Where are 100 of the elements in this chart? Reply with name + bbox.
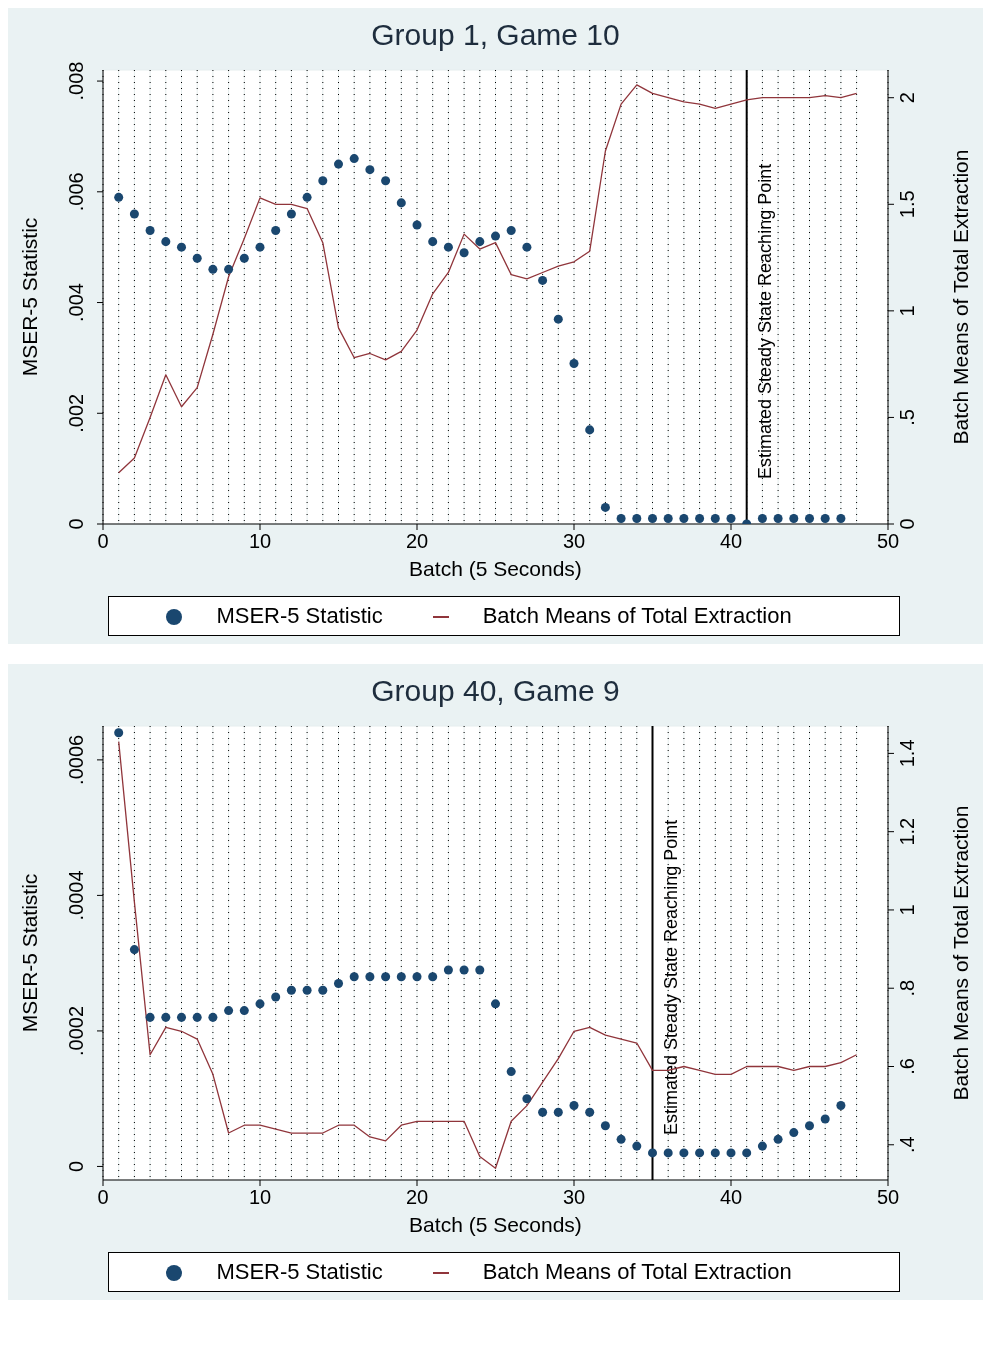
point [490, 231, 501, 241]
x-tick-label: 30 [562, 1186, 586, 1208]
y-tick-label: .0006 [65, 734, 87, 785]
point [600, 1121, 610, 1131]
point [522, 1094, 532, 1104]
point [381, 972, 391, 982]
y-tick-label: .008 [65, 61, 87, 101]
point [490, 999, 501, 1009]
point [616, 513, 626, 523]
point [647, 1148, 658, 1158]
point [585, 425, 595, 435]
y2-tick-label: 1 [896, 904, 918, 916]
point [538, 1107, 548, 1117]
point [224, 1006, 234, 1016]
point [757, 513, 767, 523]
point [428, 972, 438, 982]
point [820, 513, 830, 523]
point [255, 242, 265, 252]
point [695, 513, 705, 523]
point [836, 513, 846, 523]
point [569, 358, 579, 368]
point [647, 513, 658, 523]
ref-line-label: Estimated Steady State Reaching Point [754, 163, 775, 479]
point [836, 1100, 846, 1110]
point [726, 1148, 736, 1158]
x-tick-label: 40 [719, 1186, 743, 1208]
point [663, 513, 673, 523]
point [412, 972, 422, 982]
x-axis-title: Batch (5 Seconds) [409, 1213, 582, 1236]
legend-label: MSER-5 Statistic [216, 1259, 383, 1284]
x-tick-label: 10 [248, 530, 272, 552]
point [679, 1148, 689, 1158]
point [255, 999, 265, 1009]
point [224, 264, 234, 274]
point [396, 972, 406, 982]
point [365, 165, 375, 175]
point [459, 965, 469, 975]
legend-label: MSER-5 Statistic [216, 603, 383, 628]
y-tick-label: .002 [65, 393, 87, 433]
y2-tick-label: 2 [896, 92, 918, 104]
y2-tick-label: .5 [896, 409, 918, 426]
y2-tick-label: 1.2 [896, 817, 918, 846]
x-tick-label: 20 [405, 1186, 429, 1208]
point [381, 176, 391, 186]
x-tick-label: 10 [248, 1186, 272, 1208]
point [412, 220, 422, 230]
x-axis-title: Batch (5 Seconds) [409, 557, 582, 580]
point [176, 1012, 187, 1022]
y-tick-label: .0004 [65, 870, 87, 921]
point [757, 1141, 767, 1151]
x-tick-label: 40 [719, 530, 743, 552]
point [286, 985, 296, 995]
point [129, 209, 139, 219]
point [349, 154, 359, 164]
point [161, 237, 171, 247]
point [443, 242, 453, 252]
point [553, 1107, 563, 1117]
point [239, 1006, 249, 1016]
legend-label: Batch Means of Total Extraction [482, 1259, 792, 1284]
point [585, 1107, 595, 1117]
point [176, 242, 187, 252]
point [820, 1114, 830, 1124]
y2-tick-label: 1.4 [896, 739, 918, 768]
y2-axis-title: Batch Means of Total Extraction [949, 805, 973, 1101]
point [192, 1012, 202, 1022]
point [600, 502, 610, 512]
point [632, 1141, 642, 1151]
point [569, 1100, 579, 1110]
point [271, 226, 281, 236]
point [302, 985, 312, 995]
y2-tick-label: .6 [896, 1058, 918, 1075]
y2-tick-label: 1.5 [896, 190, 918, 219]
y-tick-label: 0 [65, 518, 87, 530]
y-axis-title: MSER-5 Statistic [18, 217, 42, 377]
point [318, 176, 328, 186]
point [318, 985, 328, 995]
point [333, 159, 344, 169]
point [632, 513, 642, 523]
y-tick-label: .0002 [65, 1005, 87, 1056]
point [192, 253, 202, 263]
point [129, 945, 139, 955]
ref-line-label: Estimated Steady State Reaching Point [660, 819, 681, 1135]
point [506, 226, 516, 236]
point [302, 192, 312, 202]
point [710, 1148, 720, 1158]
point [208, 1012, 218, 1022]
point [239, 253, 249, 263]
y-tick-label: .006 [65, 172, 87, 212]
point [679, 513, 689, 523]
point [538, 275, 548, 285]
point [789, 1128, 799, 1138]
point [663, 1148, 673, 1158]
point [114, 192, 124, 202]
x-tick-label: 30 [562, 530, 586, 552]
y2-tick-label: 0 [896, 518, 918, 530]
point [553, 314, 563, 324]
chart-title: Group 1, Game 10 [370, 18, 621, 52]
point [804, 1121, 815, 1131]
point [459, 248, 469, 258]
point [145, 1012, 155, 1022]
